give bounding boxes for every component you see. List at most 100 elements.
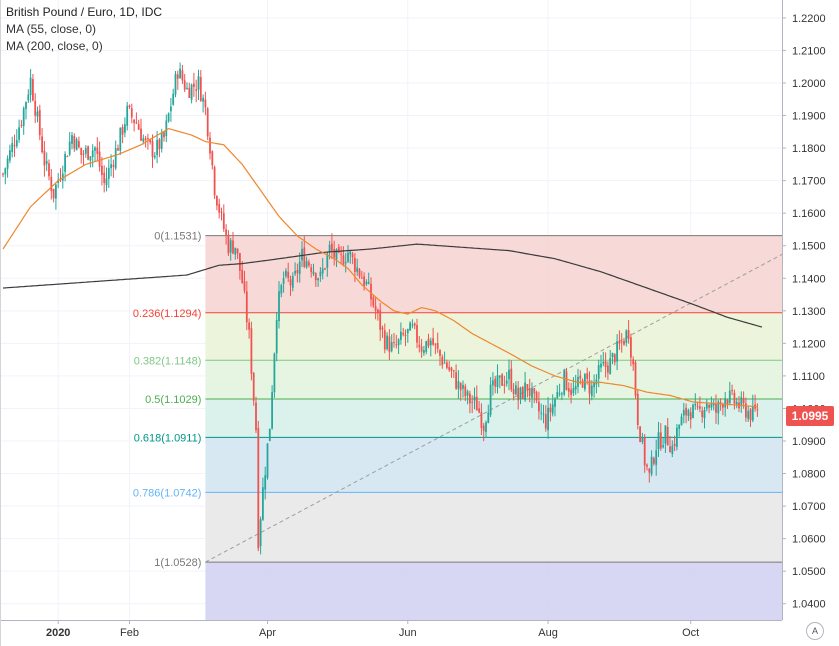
candle-body	[519, 387, 522, 399]
candle-body	[473, 396, 476, 401]
candle-body	[117, 148, 119, 151]
candle-body	[326, 253, 329, 268]
candle-body	[232, 240, 234, 254]
candle-body	[475, 396, 478, 411]
candle-body	[489, 384, 492, 415]
candle-body	[335, 249, 338, 260]
candle-body	[397, 339, 400, 346]
candle-body	[641, 437, 644, 442]
candle-body	[179, 68, 181, 79]
candle-body	[301, 248, 303, 261]
candle-body	[482, 425, 485, 431]
candle-body	[402, 333, 405, 335]
candle-body	[464, 386, 467, 397]
candle-body	[294, 271, 296, 274]
candle-body	[282, 278, 285, 284]
y-tick-label: 1.1100	[792, 371, 825, 383]
candle-body	[429, 340, 432, 346]
candle-body	[411, 324, 414, 326]
candle-body	[328, 244, 331, 252]
candle-body	[153, 155, 156, 158]
candle-body	[101, 165, 103, 175]
candle-body	[542, 413, 545, 415]
candle-body	[188, 87, 191, 98]
candle-body	[740, 397, 743, 407]
candle-body	[487, 412, 490, 424]
y-tick-label: 1.1500	[792, 241, 826, 253]
candle-body	[664, 425, 667, 444]
candle-body	[395, 344, 398, 346]
candle-body	[662, 445, 664, 448]
candle-body	[321, 268, 324, 274]
candle-body	[494, 378, 497, 387]
candle-body	[80, 147, 83, 156]
candle-body	[130, 108, 133, 118]
candle-body	[535, 392, 538, 401]
candle-body	[427, 338, 430, 347]
candle-body	[66, 156, 69, 158]
candle-body	[517, 387, 520, 401]
y-tick-label: 1.1200	[792, 338, 826, 350]
candle-body	[377, 309, 379, 313]
candle-body	[360, 277, 363, 279]
candle-body	[195, 89, 198, 91]
candle-body	[163, 132, 165, 138]
candle-body	[255, 402, 257, 431]
candle-body	[167, 113, 170, 122]
candle-body	[643, 437, 646, 466]
candle-body	[342, 255, 345, 265]
candle-body	[452, 370, 455, 372]
candle-body	[82, 153, 85, 155]
candle-body	[372, 297, 375, 306]
candle-body	[142, 138, 145, 142]
candle-body	[259, 519, 262, 547]
candle-body	[485, 422, 487, 433]
candle-body	[55, 184, 57, 199]
candle-body	[742, 398, 745, 404]
y-tick-label: 1.1700	[792, 176, 826, 188]
ma200-polyline	[2, 243, 763, 328]
y-tick-label: 1.0700	[792, 501, 826, 513]
candle-body	[703, 409, 706, 419]
candle-body	[386, 335, 388, 350]
candle-body	[354, 257, 356, 272]
candle-body	[98, 151, 101, 167]
candle-body	[245, 291, 248, 323]
candle-body	[273, 353, 276, 393]
candle-body	[314, 273, 317, 281]
candle-body	[551, 404, 554, 414]
candle-body	[496, 375, 499, 387]
candle-body	[570, 389, 572, 395]
candle-body	[462, 384, 464, 389]
candle-body	[565, 371, 568, 390]
candle-body	[206, 108, 209, 137]
candle-body	[337, 247, 340, 253]
y-tick-label: 1.0400	[792, 599, 826, 611]
candle-body	[38, 109, 41, 136]
auto-scale-button[interactable]: A	[806, 622, 824, 640]
candle-body	[420, 346, 423, 352]
candle-body	[43, 150, 46, 166]
candle-body	[634, 362, 637, 396]
candle-body	[710, 403, 713, 408]
candle-body	[719, 402, 722, 404]
candle-body	[89, 156, 92, 161]
candle-body	[319, 271, 322, 277]
candle-body	[390, 342, 393, 351]
candle-body	[52, 188, 55, 199]
candle-body	[726, 399, 729, 405]
candle-body	[280, 285, 283, 294]
candle-body	[252, 373, 255, 401]
candle-body	[406, 329, 409, 334]
candle-body	[512, 389, 515, 395]
fib-zone	[205, 492, 818, 563]
candle-body	[510, 368, 513, 390]
candle-body	[432, 338, 434, 345]
candle-body	[632, 359, 635, 365]
candle-body	[268, 428, 271, 441]
candle-body	[289, 279, 292, 286]
candle-body	[457, 381, 460, 389]
candle-body	[324, 268, 326, 270]
candle-body	[694, 403, 697, 406]
